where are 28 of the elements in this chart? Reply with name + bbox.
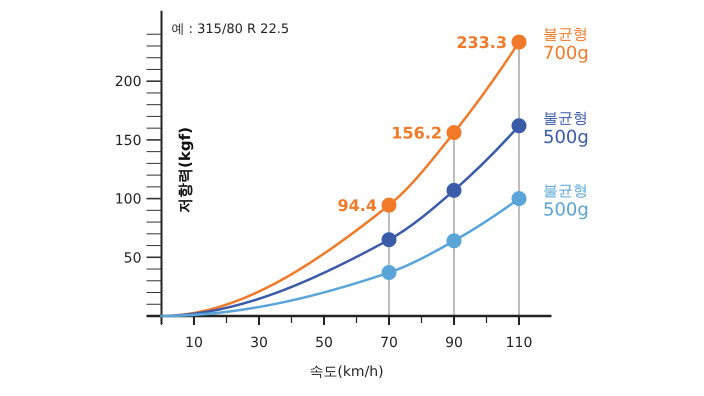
series-label: 불균형 700g bbox=[543, 25, 589, 64]
data-label: 94.4 bbox=[338, 196, 377, 216]
y-tick-label: 200 bbox=[114, 74, 142, 90]
x-tick-label: 10 bbox=[185, 335, 203, 351]
y-tick-label: 100 bbox=[114, 192, 142, 208]
point bbox=[512, 191, 526, 206]
point bbox=[512, 34, 526, 50]
series-label: 불균형 500g bbox=[543, 182, 589, 221]
y-tick-label: 150 bbox=[114, 132, 142, 149]
point bbox=[382, 265, 396, 280]
x-tick-label: 70 bbox=[380, 335, 398, 351]
point bbox=[446, 233, 462, 248]
point bbox=[382, 232, 396, 248]
point bbox=[446, 182, 462, 198]
x-tick-label: 30 bbox=[250, 335, 268, 351]
point bbox=[382, 198, 396, 213]
annotation: 예 : 315/80 R 22.5 bbox=[172, 22, 290, 37]
y-axis-title: 저항력(kgf) bbox=[176, 127, 194, 213]
series-label: 불균형 500g bbox=[543, 108, 589, 148]
data-label: 233.3 bbox=[456, 33, 507, 52]
data-label: 156.2 bbox=[391, 124, 442, 143]
y-tick-label: 50 bbox=[124, 250, 142, 266]
point bbox=[512, 118, 526, 134]
x-tick-label: 50 bbox=[315, 335, 333, 351]
x-axis-title: 속도(km/h) bbox=[309, 364, 384, 380]
x-tick-label: 90 bbox=[445, 335, 463, 351]
point bbox=[446, 125, 462, 140]
x-tick-label: 110 bbox=[506, 335, 532, 351]
